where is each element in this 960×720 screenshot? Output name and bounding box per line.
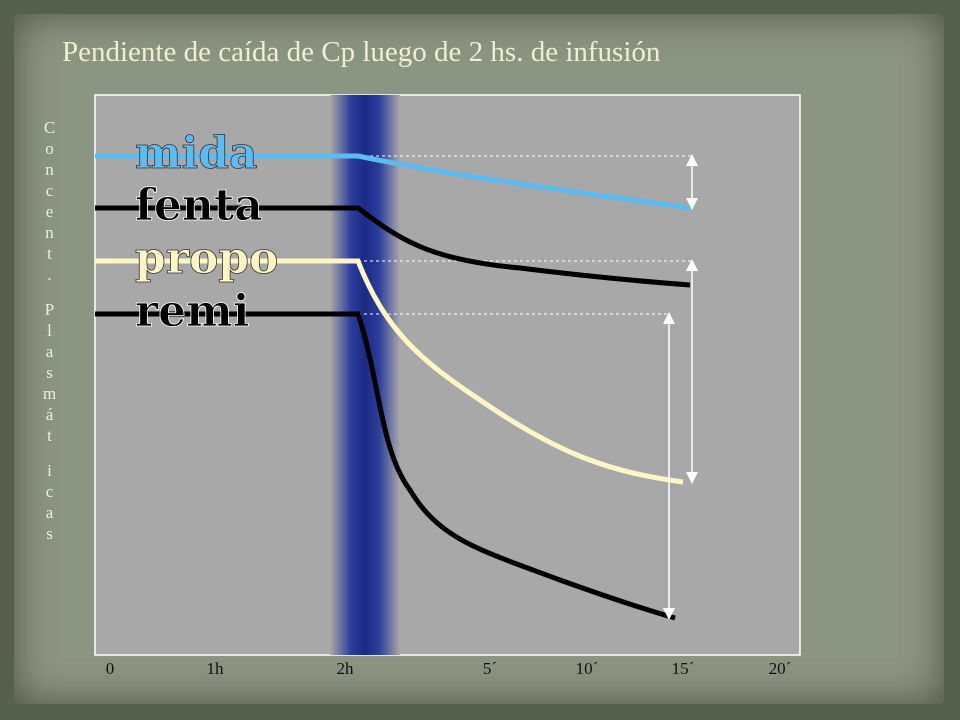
y-label-part: Plasmát — [40, 300, 59, 447]
infusion-stop-band — [330, 95, 400, 655]
x-tick-label: 15´ — [672, 659, 695, 678]
curve — [95, 153, 691, 211]
y-label-part: icas — [40, 461, 59, 545]
curve-label: mida — [135, 128, 258, 179]
x-tick-label: 10´ — [576, 659, 599, 678]
x-tick-label: 1h — [207, 659, 225, 678]
curve-label: fenta — [135, 180, 263, 231]
curve-label: remi — [135, 286, 249, 337]
x-tick-label: 0 — [106, 659, 115, 678]
x-tick-label: 2h — [337, 659, 355, 678]
drop-arrows — [663, 154, 698, 620]
curve — [95, 205, 691, 288]
curve — [95, 258, 684, 485]
y-axis-label: Concent. Plasmát icas — [40, 118, 59, 545]
x-tick-label: 5´ — [483, 659, 497, 678]
reference-lines — [358, 155, 692, 315]
slide-title: Pendiente de caída de Cp luego de 2 hs. … — [62, 36, 661, 68]
curve — [95, 311, 676, 621]
curve-label: propo — [135, 233, 278, 284]
x-tick-label: 20´ — [769, 659, 792, 678]
y-label-part: Concent. — [40, 118, 59, 286]
